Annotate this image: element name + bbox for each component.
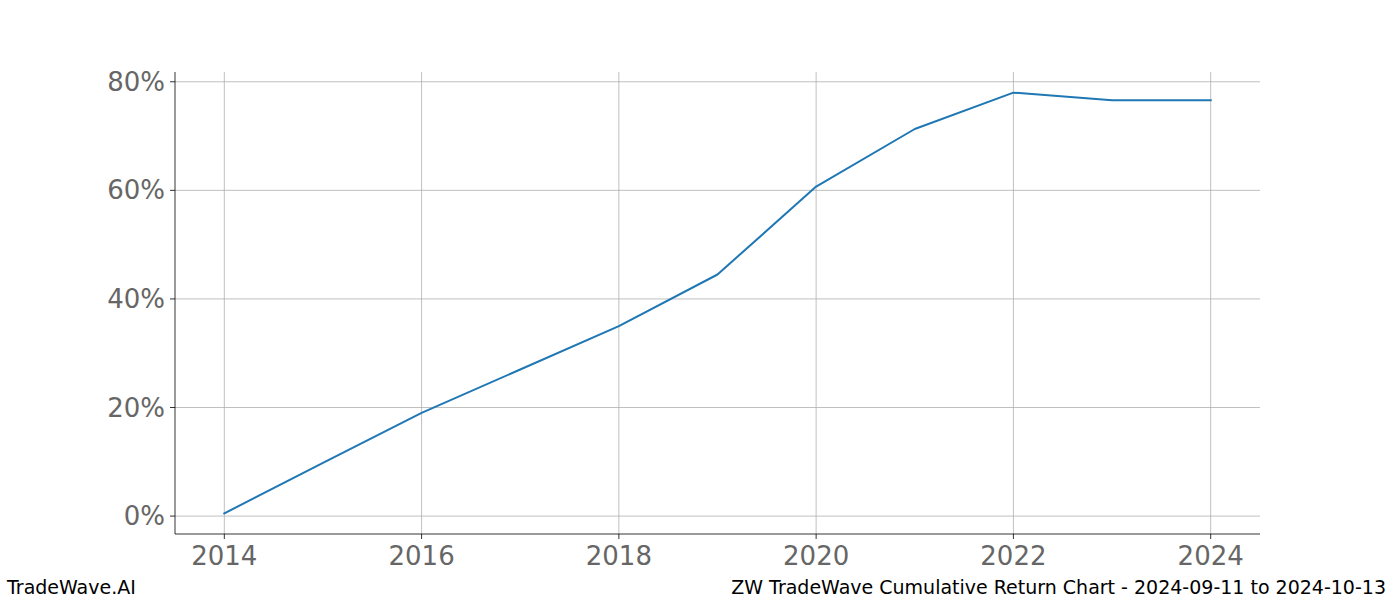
y-tick-label: 60% [107, 175, 165, 205]
y-grid-line [175, 190, 1260, 191]
x-axis-line [175, 534, 1260, 535]
y-tick [170, 190, 175, 191]
chart-svg: 2014 2016 2018 2020 2022 2024 0% 20% 40% 60% 80% Tr… [0, 0, 1400, 600]
y-grid-line [175, 516, 1260, 517]
x-tick [224, 534, 225, 539]
y-tick [170, 516, 175, 517]
y-tick [170, 298, 175, 299]
x-tick-label: 2018 [586, 541, 652, 571]
x-tick [1210, 534, 1211, 539]
y-tick [170, 81, 175, 82]
chart-container: 2014 2016 2018 2020 2022 2024 0% 20% 40% 60% 80% Tr… [0, 0, 1400, 600]
x-grid-line [421, 72, 422, 534]
axes: 2014 2016 2018 2020 2022 2024 0% 20% 40% 60% 80% [107, 67, 1260, 571]
x-tick-label: 2020 [783, 541, 849, 571]
x-tick-label: 2016 [389, 541, 455, 571]
x-tick-label: 2024 [1178, 541, 1244, 571]
y-grid-line [175, 407, 1260, 408]
series-line [224, 93, 1210, 514]
x-tick [618, 534, 619, 539]
x-grid-line [1210, 72, 1211, 534]
x-tick-label: 2022 [980, 541, 1046, 571]
y-tick-label: 20% [107, 393, 165, 423]
y-axis-line [175, 72, 176, 534]
x-grid-line [816, 72, 817, 534]
x-tick [421, 534, 422, 539]
x-grid-line [224, 72, 225, 534]
y-grid-line [175, 81, 1260, 82]
y-tick-label: 0% [124, 501, 165, 531]
y-tick-label: 40% [107, 284, 165, 314]
chart-title: ZW TradeWave Cumulative Return Chart - 2… [731, 576, 1386, 598]
x-grid-line [618, 72, 619, 534]
x-tick-label: 2014 [191, 541, 257, 571]
y-tick-label: 80% [107, 67, 165, 97]
x-grid-line [1013, 72, 1014, 534]
series-group [224, 93, 1210, 514]
source-text: TradeWave.AI [6, 576, 136, 598]
x-tick [1013, 534, 1014, 539]
y-grid-line [175, 298, 1260, 299]
grid [175, 72, 1260, 534]
x-tick [816, 534, 817, 539]
y-tick [170, 407, 175, 408]
